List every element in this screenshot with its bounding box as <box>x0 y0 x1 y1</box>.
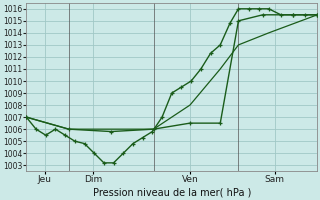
X-axis label: Pression niveau de la mer( hPa ): Pression niveau de la mer( hPa ) <box>92 187 251 197</box>
